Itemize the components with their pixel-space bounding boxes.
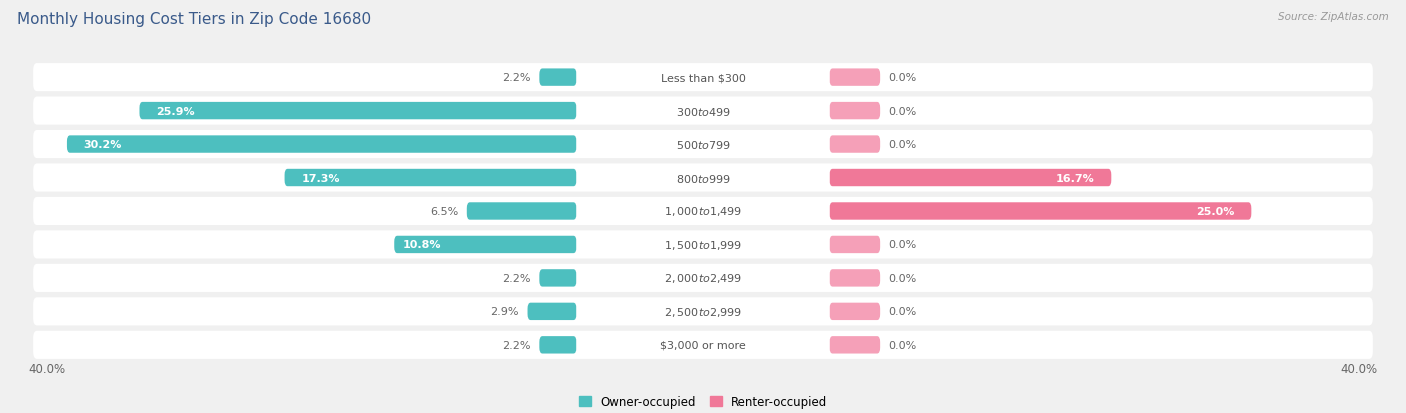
FancyBboxPatch shape	[830, 303, 880, 320]
FancyBboxPatch shape	[576, 236, 830, 254]
FancyBboxPatch shape	[830, 103, 880, 120]
FancyBboxPatch shape	[67, 136, 576, 153]
Text: 16.7%: 16.7%	[1056, 173, 1094, 183]
FancyBboxPatch shape	[34, 64, 1372, 92]
FancyBboxPatch shape	[830, 69, 880, 87]
Text: $300 to $499: $300 to $499	[675, 105, 731, 117]
FancyBboxPatch shape	[830, 236, 880, 254]
FancyBboxPatch shape	[830, 136, 880, 153]
FancyBboxPatch shape	[540, 270, 576, 287]
Text: $1,500 to $1,999: $1,500 to $1,999	[664, 238, 742, 252]
Text: 25.0%: 25.0%	[1197, 206, 1234, 216]
Text: 30.2%: 30.2%	[84, 140, 122, 150]
FancyBboxPatch shape	[34, 231, 1372, 259]
Text: 0.0%: 0.0%	[889, 306, 917, 317]
FancyBboxPatch shape	[540, 69, 576, 87]
FancyBboxPatch shape	[34, 331, 1372, 359]
FancyBboxPatch shape	[830, 203, 1251, 220]
FancyBboxPatch shape	[527, 303, 576, 320]
FancyBboxPatch shape	[284, 169, 576, 187]
Text: $2,000 to $2,499: $2,000 to $2,499	[664, 272, 742, 285]
FancyBboxPatch shape	[576, 336, 830, 354]
Text: $1,000 to $1,499: $1,000 to $1,499	[664, 205, 742, 218]
Text: 17.3%: 17.3%	[301, 173, 340, 183]
FancyBboxPatch shape	[576, 203, 830, 220]
FancyBboxPatch shape	[394, 236, 576, 254]
Text: 0.0%: 0.0%	[889, 106, 917, 116]
Text: 0.0%: 0.0%	[889, 240, 917, 250]
FancyBboxPatch shape	[576, 136, 830, 153]
Text: 0.0%: 0.0%	[889, 273, 917, 283]
FancyBboxPatch shape	[139, 103, 576, 120]
Text: 2.2%: 2.2%	[502, 73, 531, 83]
FancyBboxPatch shape	[576, 103, 830, 120]
Text: 40.0%: 40.0%	[1341, 363, 1378, 375]
Text: 0.0%: 0.0%	[889, 73, 917, 83]
FancyBboxPatch shape	[830, 270, 880, 287]
FancyBboxPatch shape	[34, 264, 1372, 292]
Text: 2.2%: 2.2%	[502, 273, 531, 283]
Text: 2.2%: 2.2%	[502, 340, 531, 350]
FancyBboxPatch shape	[34, 197, 1372, 225]
FancyBboxPatch shape	[576, 303, 830, 320]
FancyBboxPatch shape	[830, 169, 1111, 187]
Text: $800 to $999: $800 to $999	[675, 172, 731, 184]
Legend: Owner-occupied, Renter-occupied: Owner-occupied, Renter-occupied	[579, 395, 827, 408]
Text: Less than $300: Less than $300	[661, 73, 745, 83]
Text: $2,500 to $2,999: $2,500 to $2,999	[664, 305, 742, 318]
FancyBboxPatch shape	[34, 97, 1372, 125]
Text: 2.9%: 2.9%	[491, 306, 519, 317]
Text: Source: ZipAtlas.com: Source: ZipAtlas.com	[1278, 12, 1389, 22]
Text: $500 to $799: $500 to $799	[675, 139, 731, 151]
Text: $3,000 or more: $3,000 or more	[661, 340, 745, 350]
Text: 10.8%: 10.8%	[402, 240, 441, 250]
FancyBboxPatch shape	[467, 203, 576, 220]
Text: 0.0%: 0.0%	[889, 340, 917, 350]
FancyBboxPatch shape	[540, 336, 576, 354]
FancyBboxPatch shape	[34, 164, 1372, 192]
Text: Monthly Housing Cost Tiers in Zip Code 16680: Monthly Housing Cost Tiers in Zip Code 1…	[17, 12, 371, 27]
FancyBboxPatch shape	[830, 336, 880, 354]
Text: 0.0%: 0.0%	[889, 140, 917, 150]
FancyBboxPatch shape	[576, 270, 830, 287]
FancyBboxPatch shape	[576, 169, 830, 187]
FancyBboxPatch shape	[34, 131, 1372, 159]
Text: 6.5%: 6.5%	[430, 206, 458, 216]
FancyBboxPatch shape	[34, 298, 1372, 325]
Text: 25.9%: 25.9%	[156, 106, 195, 116]
FancyBboxPatch shape	[576, 69, 830, 87]
Text: 40.0%: 40.0%	[28, 363, 65, 375]
